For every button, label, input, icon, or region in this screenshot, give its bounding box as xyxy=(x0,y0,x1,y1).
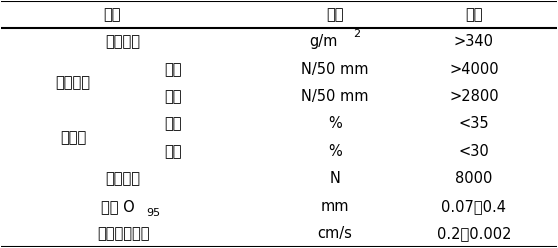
Text: 8000: 8000 xyxy=(455,171,493,186)
Text: 横向: 横向 xyxy=(165,89,182,104)
Text: 抗拉强度: 抗拉强度 xyxy=(56,75,90,91)
Text: 垂直渗透系数: 垂直渗透系数 xyxy=(97,226,150,241)
Text: 横向: 横向 xyxy=(165,144,182,159)
Text: >2800: >2800 xyxy=(449,89,499,104)
Text: 纵向: 纵向 xyxy=(165,117,182,131)
Text: <30: <30 xyxy=(459,144,489,159)
Text: N/50 mm: N/50 mm xyxy=(301,89,368,104)
Text: %: % xyxy=(328,117,341,131)
Text: 顶破强度: 顶破强度 xyxy=(105,171,141,186)
Text: g/m: g/m xyxy=(309,34,338,49)
Text: N: N xyxy=(329,171,340,186)
Text: <35: <35 xyxy=(459,117,489,131)
Text: 单位质量: 单位质量 xyxy=(105,34,141,49)
Text: 2: 2 xyxy=(353,30,360,39)
Text: mm: mm xyxy=(320,199,349,214)
Text: 95: 95 xyxy=(147,208,161,218)
Text: cm/s: cm/s xyxy=(318,226,352,241)
Text: 0.2～0.002: 0.2～0.002 xyxy=(436,226,511,241)
Text: >4000: >4000 xyxy=(449,62,499,77)
Text: 指标: 指标 xyxy=(465,7,483,22)
Text: 0.07～0.4: 0.07～0.4 xyxy=(441,199,506,214)
Text: 纵向: 纵向 xyxy=(165,62,182,77)
Text: >340: >340 xyxy=(454,34,494,49)
Text: 单位: 单位 xyxy=(326,7,343,22)
Text: 项目: 项目 xyxy=(103,7,121,22)
Text: %: % xyxy=(328,144,341,159)
Text: 延伸率: 延伸率 xyxy=(60,130,86,145)
Text: N/50 mm: N/50 mm xyxy=(301,62,368,77)
Text: 孔径 O: 孔径 O xyxy=(100,199,134,214)
